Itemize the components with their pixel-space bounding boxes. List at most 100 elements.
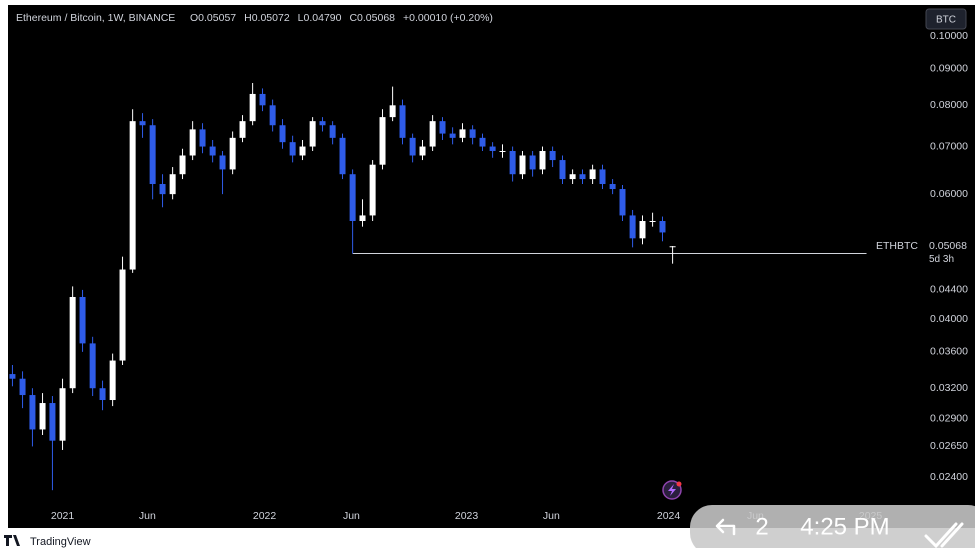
candle-body — [419, 146, 426, 156]
candle-body — [279, 125, 286, 143]
candle-body — [349, 174, 356, 221]
candle-body — [39, 403, 46, 430]
candle-body — [319, 121, 326, 126]
candle-body — [229, 137, 236, 170]
last-price-value: 0.05068 — [929, 240, 967, 252]
candle-body — [59, 388, 66, 441]
brand-name: TradingView — [30, 536, 91, 548]
currency-button[interactable] — [925, 8, 967, 30]
candle-body — [289, 142, 296, 156]
candle-body — [459, 129, 466, 138]
candle-body — [389, 105, 396, 118]
symbol-title: Ethereum / Bitcoin, 1W, BINANCE — [16, 12, 175, 24]
candle-body — [159, 184, 166, 195]
y-tick-label: 0.02400 — [930, 471, 968, 483]
ohlc-value: H0.05072 — [244, 12, 290, 24]
candle-body — [489, 146, 496, 151]
notification-count: 2 — [755, 513, 768, 540]
candle-body — [169, 174, 176, 195]
candle-body — [439, 121, 446, 134]
chart-background — [8, 5, 975, 528]
y-tick-label: 0.08000 — [930, 99, 968, 111]
ohlc-value: L0.04790 — [298, 12, 342, 24]
candle-body — [9, 374, 16, 379]
y-tick-label: 0.04000 — [930, 313, 968, 325]
candle-body — [139, 121, 146, 126]
candle-body — [599, 169, 606, 185]
candle-body — [239, 121, 246, 138]
candle-body — [549, 150, 556, 161]
candle-body — [69, 296, 76, 389]
candle-body — [219, 155, 226, 170]
candle-body — [359, 215, 366, 221]
ohlc-legend: O0.05057 H0.05072 L0.04790 C0.05068 +0.00010… — [190, 12, 493, 24]
candle-body — [509, 150, 516, 175]
candle-body — [379, 117, 386, 165]
candle-body — [539, 150, 546, 170]
candle-body — [589, 169, 596, 180]
price-change: +0.00010 (+0.20%) — [403, 12, 493, 24]
y-tick-label: 0.02900 — [930, 412, 968, 424]
candle-body — [619, 189, 626, 216]
candle-body — [659, 220, 666, 233]
y-tick-label: 0.03600 — [930, 346, 968, 358]
icon-dot — [676, 481, 682, 487]
candle-body — [499, 150, 506, 152]
y-tick-label: 0.06000 — [930, 188, 968, 200]
y-tick-label: 0.07000 — [930, 140, 968, 152]
candle-body — [29, 395, 36, 430]
candle-body — [119, 269, 126, 361]
brand-logo — [4, 535, 20, 546]
candle-body — [269, 105, 276, 126]
candle-body — [479, 137, 486, 147]
x-tick-label: 2024 — [657, 510, 681, 522]
ohlc-value: O0.05057 — [190, 12, 236, 24]
candle-body — [149, 125, 156, 185]
candle-body — [79, 296, 86, 344]
candle-body — [339, 137, 346, 175]
candle-body — [469, 129, 476, 138]
candle-body — [89, 343, 96, 389]
y-tick-label: 0.04400 — [930, 284, 968, 296]
candle-body — [299, 146, 306, 156]
clock-time: 4:25 PM — [800, 513, 889, 540]
plot-area: 0.10000 0.09000 0.08000 0.07000 0.06000 0.044… — [9, 30, 968, 522]
reply-icon[interactable] — [715, 518, 736, 536]
x-tick-label: 2022 — [253, 510, 277, 522]
candle-body — [329, 125, 336, 138]
candle-body — [529, 155, 536, 170]
candle-body — [49, 403, 56, 441]
candle-body — [399, 105, 406, 138]
last-price-symbol: ETHBTC — [876, 240, 918, 252]
y-tick-label: 0.10000 — [930, 30, 968, 42]
candle-body — [629, 215, 636, 239]
candle-body — [19, 378, 26, 396]
read-ticks-icon — [924, 522, 964, 548]
x-tick-label: 2023 — [455, 510, 479, 522]
candle-body — [369, 164, 376, 216]
candle-body — [429, 121, 436, 147]
ohlc-value: C0.05068 — [349, 12, 395, 24]
lightning-icon — [662, 480, 682, 500]
y-tick-label: 0.09000 — [930, 63, 968, 75]
icon-bolt — [668, 484, 676, 496]
candle-body — [449, 133, 456, 138]
y-tick-label: 0.03200 — [930, 382, 968, 394]
candle-body — [569, 174, 576, 180]
candle-body — [579, 174, 586, 180]
x-tick-label: Jun — [139, 510, 156, 522]
candle-countdown: 5d 3h — [929, 254, 954, 265]
candle-body — [519, 155, 526, 175]
candle-body — [259, 93, 266, 106]
currency-label: BTC — [936, 15, 956, 26]
x-tick-label: Jun — [543, 510, 560, 522]
overlay-pill — [690, 505, 975, 548]
candle-body — [409, 137, 416, 156]
x-tick-label: Jun — [343, 510, 360, 522]
candle-body — [639, 220, 646, 239]
y-tick-label: 0.02650 — [930, 440, 968, 452]
candle-body — [209, 146, 216, 156]
candle-body — [609, 184, 616, 190]
candle-body — [189, 129, 196, 156]
